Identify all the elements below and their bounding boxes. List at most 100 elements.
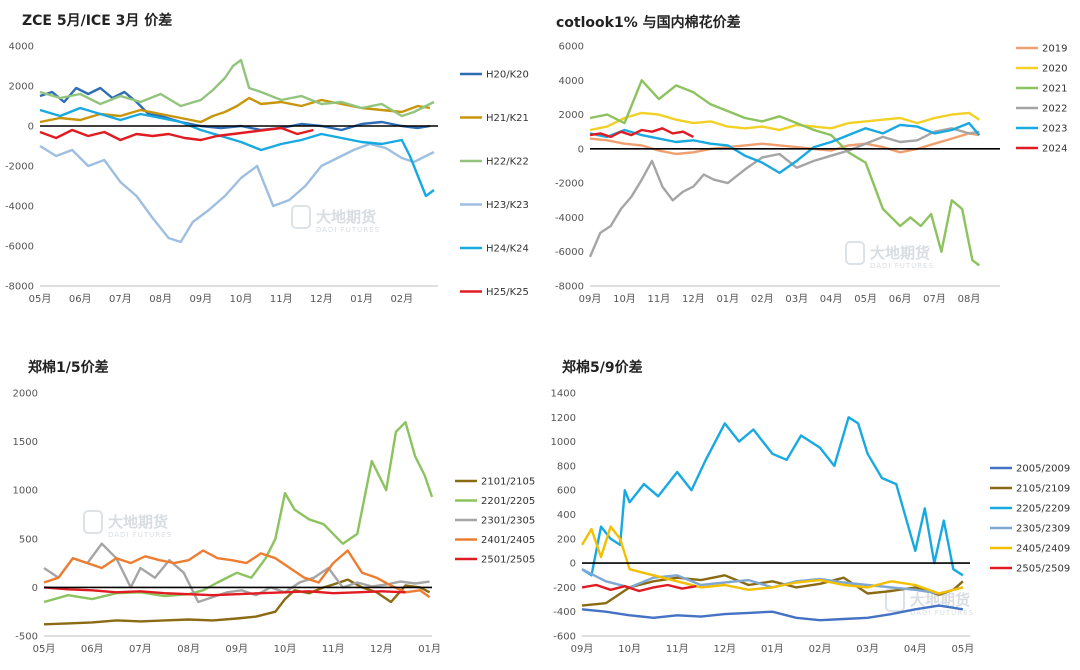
x-tick-label: 12月 [713,643,736,655]
series-line-2505/2509 [581,583,697,593]
series-line-H22/K22 [39,58,435,118]
legend-label: 2024 [1042,144,1067,155]
legend-label: 2019 [1042,44,1067,55]
legend-label: H25/K25 [486,287,529,298]
x-tick-label: 09月 [571,643,594,655]
x-tick-label: 06月 [889,293,912,305]
y-tick-label: 600 [557,486,576,497]
x-tick-label: 06月 [69,293,92,305]
legend-label: 2023 [1042,124,1067,135]
x-tick-label: 10月 [613,293,636,305]
chart-title: ZCE 5月/ICE 3月 价差 [22,13,173,29]
y-tick-label: 1500 [13,437,38,448]
series-line-2405/2409 [580,525,964,595]
x-tick-label: 11月 [666,643,689,655]
x-tick-label: 03月 [856,643,879,655]
series-line-2021 [589,79,981,267]
watermark-cn: 大地期货 [316,208,376,226]
series-line-2022 [588,127,980,258]
y-tick-label: -8000 [5,282,34,293]
series-line-H24/K24 [39,106,435,198]
x-tick-label: 02月 [390,293,413,305]
legend-label: 2021 [1042,84,1067,95]
series-line-2301/2305 [43,542,430,604]
y-tick-label: -6000 [555,247,584,258]
series-line-2020 [589,111,980,132]
x-tick-label: 11月 [648,293,671,305]
series-line-H21/K21 [39,96,431,124]
x-tick-label: 05月 [29,293,52,305]
y-tick-label: -2000 [555,179,584,190]
x-tick-label: 01月 [761,643,784,655]
x-tick-label: 07月 [923,293,946,305]
y-tick-label: 4000 [559,76,584,87]
y-tick-label: -200 [553,583,576,594]
x-tick-label: 01月 [716,293,739,305]
legend-label: 2305/2309 [1016,524,1070,535]
legend-label: 2020 [1042,64,1067,75]
legend-label: 2105/2109 [1016,484,1070,495]
y-tick-label: 4000 [9,42,34,53]
legend-label: H24/K24 [486,244,529,255]
watermark-cn: 大地期货 [910,591,970,609]
x-tick-label: 05月 [854,293,877,305]
chart-panel-4: 郑棉5/9价差 大地期货 DADI FUTURES 1400 1200 1000 800 6… [540,335,1080,670]
chart-title: 郑棉5/9价差 [562,360,643,376]
watermark-en: DADI FUTURES [910,609,974,617]
x-tick-label: 10月 [618,643,641,655]
series-line-2101/2105 [43,578,431,626]
legend-label: 2205/2209 [1016,504,1070,515]
legend-label: 2405/2409 [1016,544,1070,555]
y-tick-label: -500 [15,632,38,643]
legend-label: 2401/2405 [481,535,535,546]
x-tick-label: 03月 [785,293,808,305]
x-tick-label: 12月 [310,293,333,305]
series-line-H25/K25 [39,126,314,142]
watermark-en: DADI FUTURES [316,226,380,234]
x-tick-label: 02月 [809,643,832,655]
legend-label: H23/K23 [486,200,529,211]
chart-title: 郑棉1/5价差 [28,360,109,376]
x-tick-label: 06月 [81,643,104,655]
legend-label: 2505/2509 [1016,564,1070,575]
y-tick-label: 1400 [551,389,576,400]
y-tick-label: 400 [557,510,576,521]
y-tick-label: -4000 [555,213,584,224]
x-tick-label: 10月 [230,293,253,305]
chart-title: cotlook1% 与国内棉花价差 [556,15,741,31]
chart-panel-1: ZCE 5月/ICE 3月 价差 大地期货 DADI FUTURES 4000 200… [0,0,540,335]
x-tick-label: 01月 [418,643,441,655]
x-tick-label: 07月 [129,643,152,655]
series-line-2205/2209 [581,416,964,577]
x-tick-label: 10月 [274,643,297,655]
y-tick-label: 0 [28,122,34,133]
series-line-2024 [589,127,694,139]
y-tick-label: -400 [553,607,576,618]
chart-panel-3: 郑棉1/5价差 大地期货 DADI FUTURES 2000 1500 1000 500 0… [0,335,540,670]
x-tick-label: 02月 [751,293,774,305]
x-tick-label: 11月 [270,293,293,305]
x-tick-label: 05月 [951,643,974,655]
watermark-cn: 大地期货 [108,513,168,531]
watermark-en: DADI FUTURES [108,531,172,539]
x-tick-label: 12月 [370,643,393,655]
legend-label: 2022 [1042,104,1067,115]
legend-label: 2201/2205 [481,496,535,507]
watermark-cn: 大地期货 [870,244,930,262]
legend-label: 2501/2505 [481,555,535,566]
legend-label: 2005/2009 [1016,464,1070,475]
legend-label: H22/K22 [486,157,529,168]
y-tick-label: -6000 [5,242,34,253]
y-tick-label: 0 [570,559,576,570]
y-tick-label: -8000 [555,282,584,293]
x-tick-label: 08月 [149,293,172,305]
series-line-2023 [589,121,981,175]
y-tick-label: 1000 [13,486,38,497]
x-tick-label: 05月 [33,643,56,655]
series-line-2501/2505 [43,586,406,597]
y-tick-label: 500 [19,534,38,545]
